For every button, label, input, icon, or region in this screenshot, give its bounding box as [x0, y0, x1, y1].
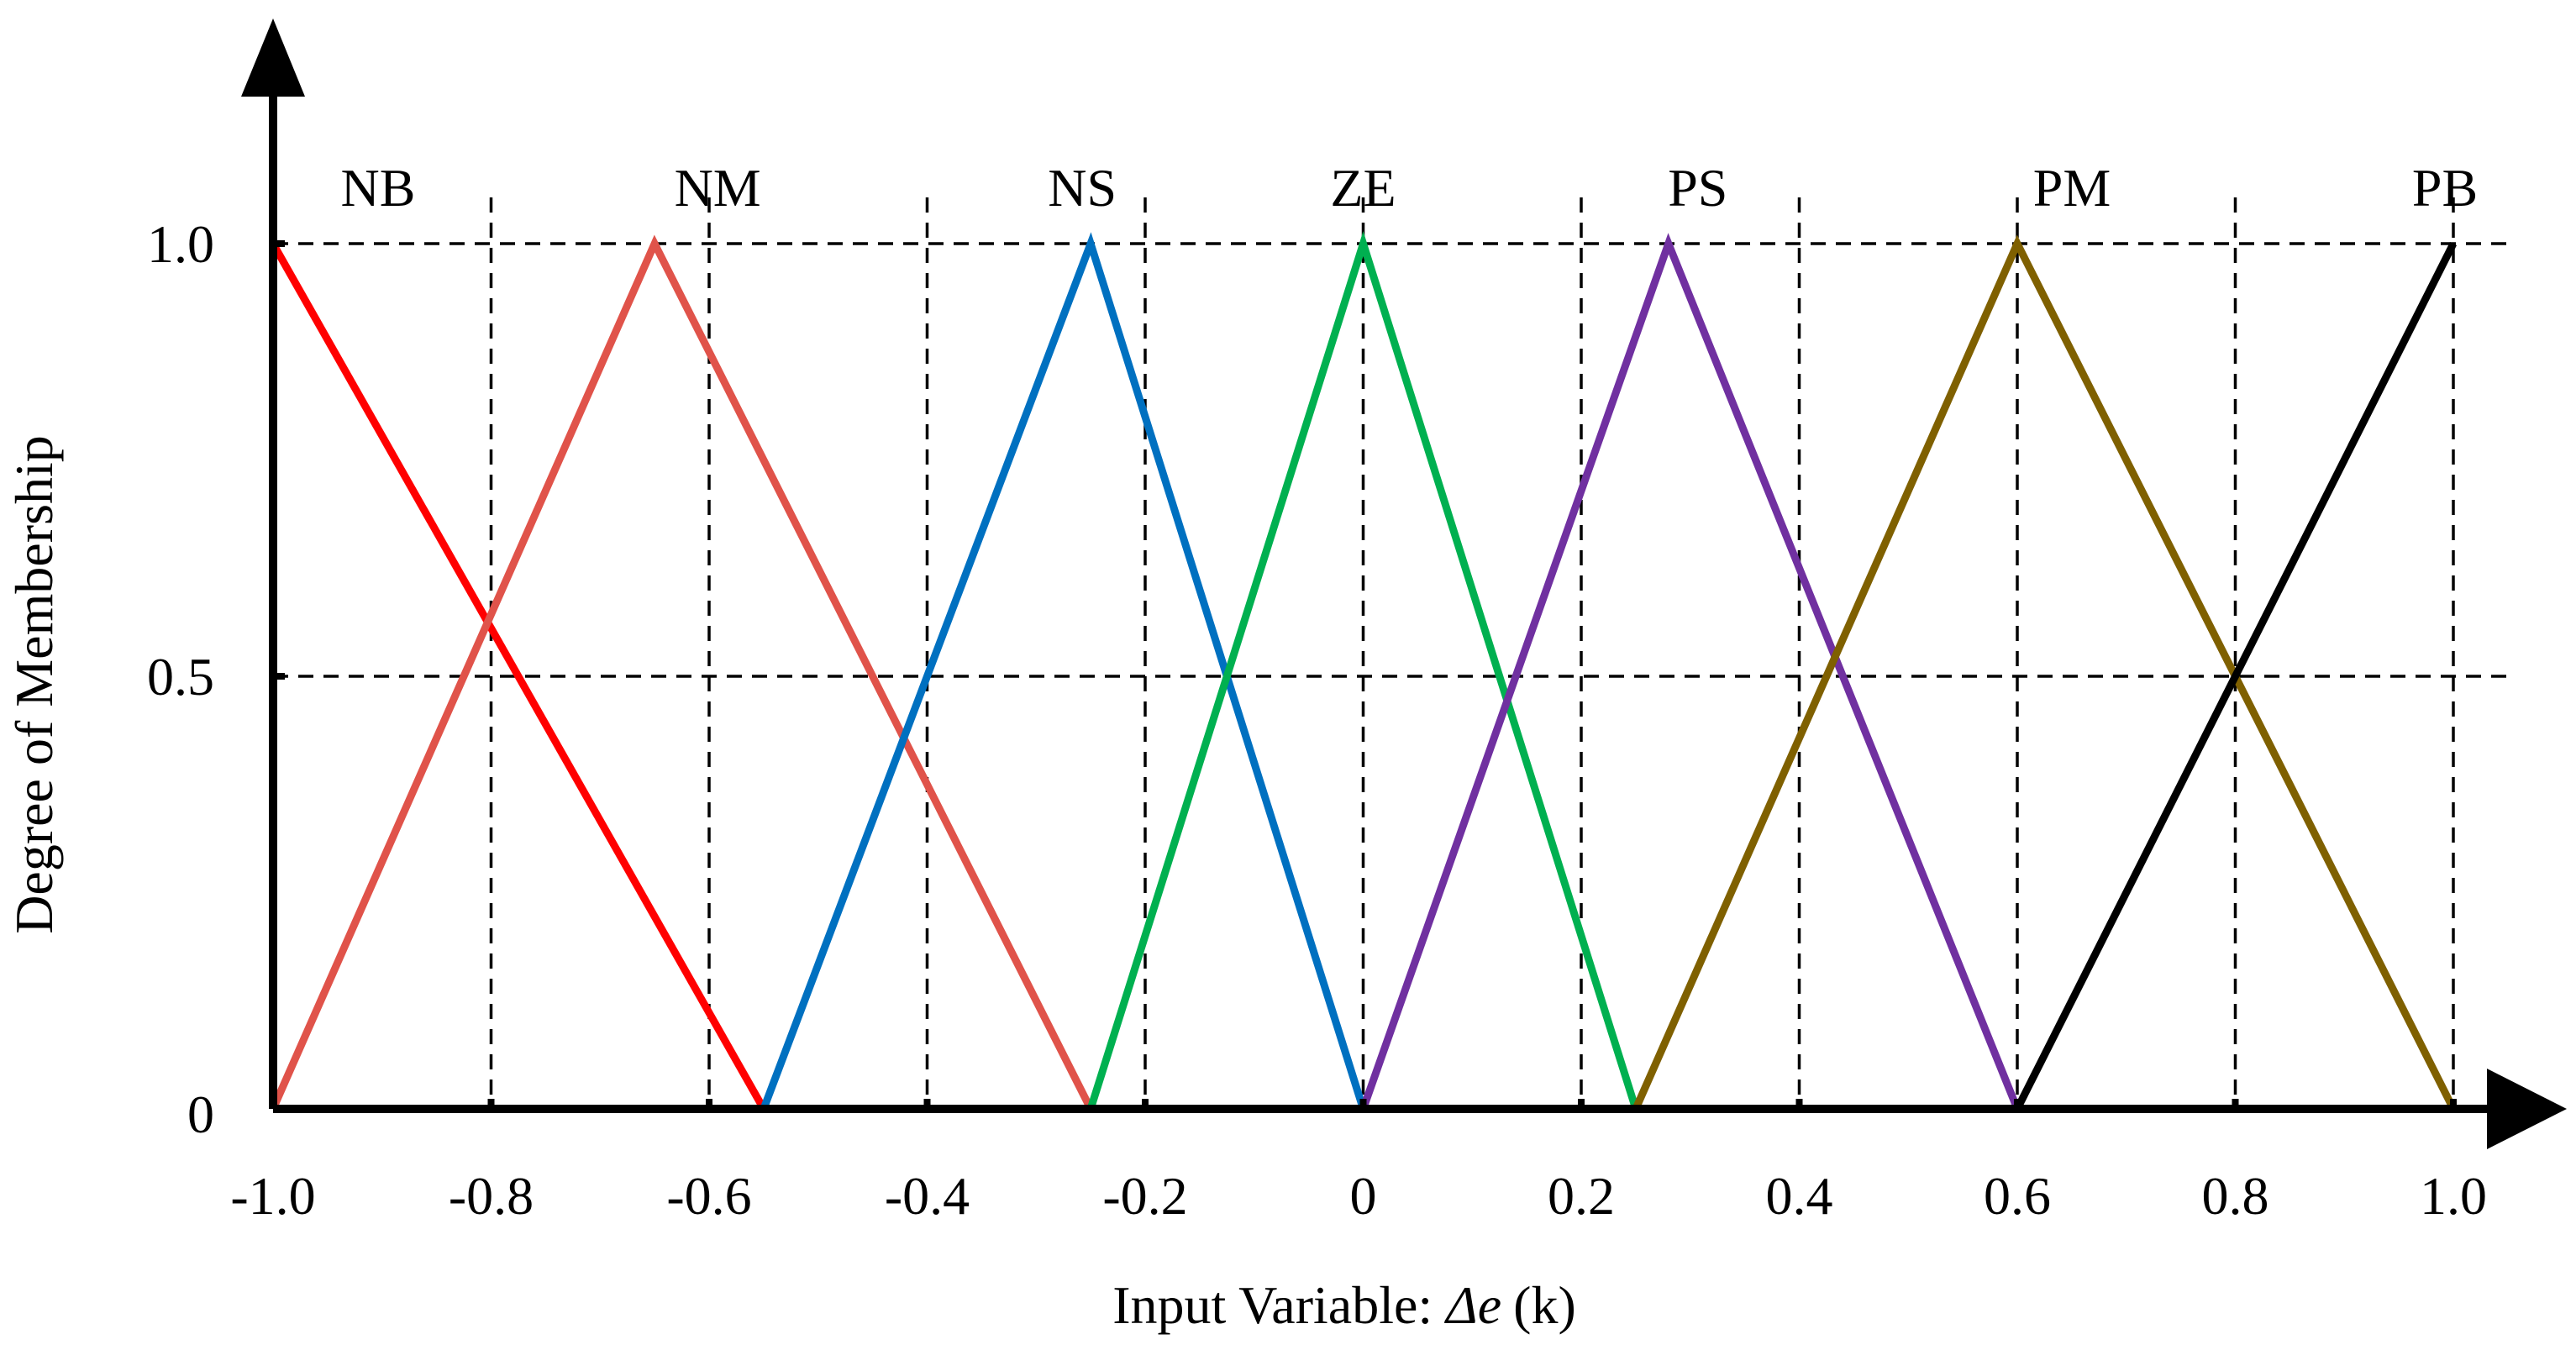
- x-tick-label-5: 0: [1350, 1166, 1377, 1226]
- x-tick-label-8: 0.6: [1984, 1166, 2051, 1226]
- x-tick-label-3: -0.4: [885, 1166, 970, 1226]
- x-axis-title-arg: (k): [1513, 1275, 1576, 1335]
- x-tick-label-2: -0.6: [666, 1166, 751, 1226]
- x-tick-label-1: -0.8: [449, 1166, 534, 1226]
- x-axis-title-prefix: Input Variable:: [1112, 1275, 1446, 1335]
- series-label-nb: NB: [341, 158, 416, 218]
- series-pb: [2013, 241, 2458, 1111]
- x-tick-label-10: 1.0: [2420, 1166, 2487, 1226]
- label-layer: NB NM NS ZE PS PM PB -1.0 -0.8 -0.6 -0.4 -0.2 0 0.2 0.…: [147, 158, 2487, 1226]
- series-label-ze: ZE: [1330, 158, 1396, 218]
- y-tick-label-0: 0: [187, 1085, 214, 1144]
- series-label-ns: NS: [1048, 158, 1117, 218]
- series-label-pm: PM: [2033, 158, 2111, 218]
- series-layer: [269, 231, 2458, 1111]
- series-label-nm: NM: [675, 158, 761, 218]
- series-pm: [1632, 234, 2458, 1111]
- y-axis-title: Degree of Membership: [4, 435, 64, 934]
- series-ze: [1086, 231, 1640, 1111]
- y-tick-label-2: 1.0: [147, 214, 214, 274]
- x-tick-label-0: -1.0: [230, 1166, 315, 1226]
- y-axis-arrowhead: [241, 18, 305, 97]
- series-ns: [760, 232, 1367, 1111]
- x-tick-label-6: 0.2: [1548, 1166, 1615, 1226]
- x-axis-arrowhead: [2487, 1069, 2567, 1149]
- y-tick-label-1: 0.5: [147, 647, 214, 707]
- series-nb: [270, 241, 767, 1111]
- x-tick-label-9: 0.8: [2202, 1166, 2269, 1226]
- x-tick-label-4: -0.2: [1102, 1166, 1187, 1226]
- series-ps: [1359, 233, 2021, 1111]
- axis-layer: [241, 18, 2567, 1149]
- x-axis-title-var: Δe: [1443, 1275, 1501, 1335]
- series-label-ps: PS: [1668, 158, 1727, 218]
- x-tick-label-7: 0.4: [1766, 1166, 1833, 1226]
- x-axis-title: Input Variable: Δe (k): [1112, 1275, 1576, 1335]
- series-label-pb: PB: [2412, 158, 2478, 218]
- series-nm: [269, 234, 1095, 1111]
